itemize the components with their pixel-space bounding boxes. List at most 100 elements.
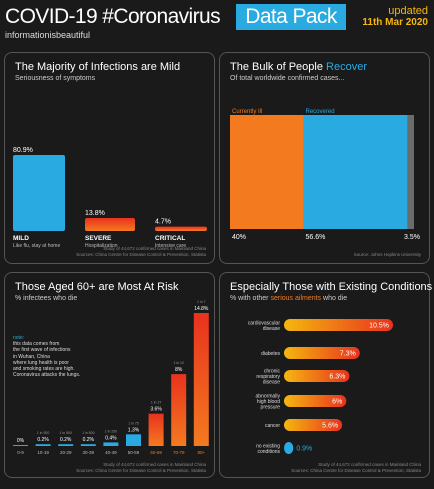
age-note: note: this data comes from the first wave… bbox=[13, 335, 80, 378]
brand-name: informationisbeautiful bbox=[5, 30, 91, 40]
bar bbox=[284, 319, 393, 331]
data-label: 13.8% bbox=[85, 210, 105, 217]
data-label: 6% bbox=[332, 399, 342, 406]
source-line: Study of 44,672 confirmed cases in Mainl… bbox=[103, 462, 206, 467]
note-line: the first wave of infections bbox=[13, 347, 71, 354]
panel-severity-source: Study of 44,672 confirmed cases in Mainl… bbox=[76, 246, 206, 257]
subtitle-text: % with other bbox=[230, 295, 269, 302]
updated-date: 11th Mar 2020 bbox=[362, 17, 428, 28]
panel-age-risk: Those Aged 60+ are Most At Risk % infect… bbox=[4, 272, 215, 478]
tick-label: disease bbox=[263, 326, 280, 332]
tick-label: CRITICAL bbox=[155, 235, 185, 242]
data-label: 40% bbox=[232, 234, 246, 241]
data-label: 0.2% bbox=[83, 437, 95, 443]
tick-label: 40-49 bbox=[105, 450, 117, 455]
bar bbox=[155, 226, 207, 231]
title-highlight: Recover bbox=[326, 61, 367, 73]
panel-conditions-subtitle: % with other serious ailments who die bbox=[230, 295, 347, 302]
page-title: COVID-19 #Coronavirus bbox=[5, 5, 221, 28]
data-label: 0.9% bbox=[296, 446, 312, 453]
count-label: 1 in 500 bbox=[59, 431, 72, 435]
data-label: 8% bbox=[175, 367, 183, 373]
tick-label: diabetes bbox=[261, 351, 280, 357]
panel-recovery-subtitle: Of total worldwide confirmed cases... bbox=[230, 75, 345, 82]
data-label: 1.3% bbox=[128, 427, 140, 433]
tick-label: respiratory bbox=[256, 374, 280, 380]
updated-badge: updated 11th Mar 2020 bbox=[362, 6, 428, 29]
source-line: Study of 44,672 confirmed cases in Mainl… bbox=[103, 246, 206, 251]
bar bbox=[284, 347, 360, 359]
note-line: Coronavirus attacks the lungs. bbox=[13, 372, 81, 379]
category-description: Hospitalization bbox=[85, 243, 118, 249]
bar bbox=[80, 444, 96, 446]
subtitle-highlight: serious ailments bbox=[270, 295, 322, 302]
bar bbox=[85, 218, 135, 231]
recovery-chart: Currently Ill 40% Recovered 56.6% 3.5% bbox=[230, 109, 420, 241]
category-description: Intensive care bbox=[155, 243, 186, 249]
panel-severity: The Majority of Infections are Mild Seri… bbox=[4, 52, 215, 264]
data-label: 0% bbox=[17, 438, 25, 444]
count-label: 1 in 500 bbox=[82, 431, 95, 435]
tick-label: cancer bbox=[265, 423, 280, 429]
data-label: 3.6% bbox=[150, 407, 162, 413]
panel-age-title: Those Aged 60+ are Most At Risk bbox=[15, 281, 179, 293]
age-risk-chart: 0% 0-9 0.2% 1 in 500 10-19 0.2% 1 in 500 20-29 0… bbox=[13, 300, 209, 455]
tick-label: 30-39 bbox=[83, 450, 95, 455]
bar bbox=[126, 434, 141, 446]
data-label: 10.5% bbox=[369, 323, 389, 330]
bar bbox=[103, 442, 119, 446]
source-line: Sources: China Centre for Disease Contro… bbox=[291, 467, 421, 473]
panel-recovery-source: Source: Johns Hopkins University bbox=[354, 252, 421, 258]
note-line: where lung health is poor bbox=[13, 359, 69, 366]
count-label: 1 in 75 bbox=[128, 421, 139, 425]
source-line: Sources: China Centre for Disease Contro… bbox=[76, 251, 206, 257]
note-label: note: bbox=[13, 335, 25, 341]
source-line: Sources: China Centre for Disease Contro… bbox=[76, 467, 206, 473]
tick-label: cardiovascular bbox=[248, 320, 281, 326]
data-label: 80.9% bbox=[13, 147, 33, 154]
bar bbox=[13, 445, 28, 446]
data-label: 14.8% bbox=[194, 306, 209, 312]
bar bbox=[284, 395, 347, 407]
bar bbox=[171, 374, 187, 446]
data-label: 0.2% bbox=[60, 437, 72, 443]
segment-label: Currently Ill bbox=[232, 109, 262, 115]
count-label: 1 in 7 bbox=[197, 300, 206, 304]
tick-label: 10-19 bbox=[37, 450, 49, 455]
data-label: 3.5% bbox=[404, 234, 420, 241]
tick-label: 0-9 bbox=[17, 450, 24, 455]
bar bbox=[193, 313, 209, 446]
tick-label: 50-59 bbox=[128, 450, 140, 455]
tick-label: SEVERE bbox=[85, 235, 112, 242]
bar bbox=[284, 419, 343, 431]
note-line: this data comes from bbox=[13, 341, 60, 348]
tick-label: abnormally bbox=[256, 394, 281, 400]
tick-label: pressure bbox=[261, 405, 281, 411]
page-title-highlight: Data Pack bbox=[236, 4, 346, 30]
panel-severity-title: The Majority of Infections are Mild bbox=[15, 61, 181, 73]
note-line: and smoking rates are high. bbox=[13, 366, 75, 373]
tick-label: high blood bbox=[257, 399, 280, 405]
bar bbox=[284, 370, 350, 382]
stacked-segment bbox=[407, 115, 414, 229]
data-label: 5.6% bbox=[322, 423, 338, 430]
data-label: 0.2% bbox=[37, 437, 49, 443]
panel-conditions-source: Study of 44,672 confirmed cases in Mainl… bbox=[291, 462, 421, 473]
title-text: The Bulk of People bbox=[230, 61, 323, 73]
bar bbox=[13, 155, 65, 231]
tick-label: 80+ bbox=[197, 450, 205, 455]
stacked-segment bbox=[230, 115, 304, 229]
data-label: 0.4% bbox=[105, 435, 117, 441]
tick-label: disease bbox=[263, 380, 280, 386]
header: COVID-19 #Coronavirus Data Pack informat… bbox=[0, 0, 434, 44]
panel-conditions: Especially Those with Existing Condition… bbox=[219, 272, 432, 478]
bar bbox=[284, 442, 294, 454]
count-label: 1 in 500 bbox=[37, 431, 50, 435]
data-label: 4.7% bbox=[155, 219, 171, 226]
panel-age-subtitle: % infectees who die bbox=[15, 295, 78, 302]
subtitle-text: who die bbox=[323, 295, 348, 302]
category-description: Like flu, stay at home bbox=[13, 243, 60, 249]
tick-label: MILD bbox=[13, 235, 29, 242]
count-label: 1 in 12 bbox=[173, 361, 184, 365]
